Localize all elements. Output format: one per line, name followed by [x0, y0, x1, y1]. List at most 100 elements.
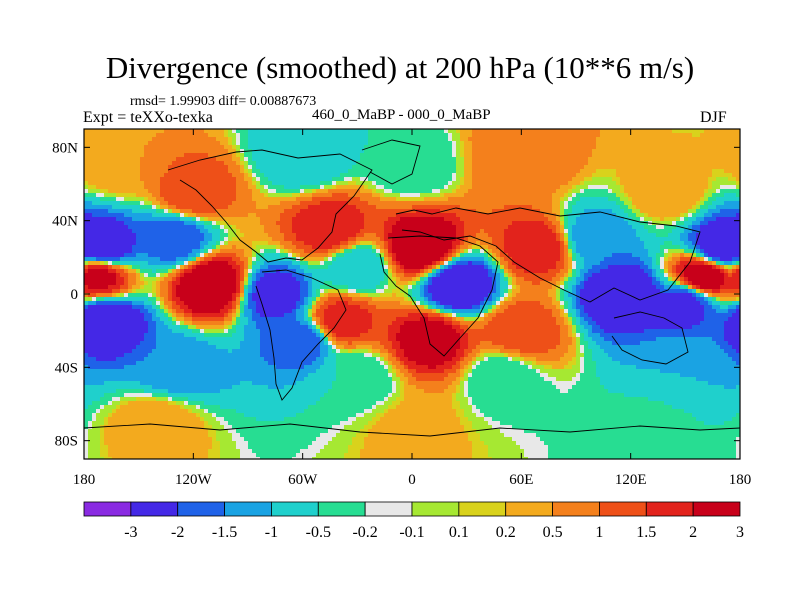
field-cell — [260, 173, 265, 178]
field-cell — [484, 201, 489, 206]
field-cell — [640, 185, 645, 190]
field-cell — [512, 157, 517, 162]
field-cell — [584, 173, 589, 178]
field-cell — [652, 217, 657, 222]
field-cell — [304, 201, 309, 206]
field-cell — [188, 149, 193, 154]
field-cell — [420, 141, 425, 146]
field-cell — [252, 149, 257, 154]
field-cell — [448, 245, 453, 250]
field-cell — [140, 137, 145, 142]
field-cell — [240, 197, 245, 202]
field-cell — [140, 133, 145, 138]
field-cell — [500, 177, 505, 182]
field-cell — [576, 233, 581, 238]
field-cell — [156, 137, 161, 142]
field-cell — [92, 173, 97, 178]
field-cell — [536, 177, 541, 182]
field-cell — [376, 193, 381, 198]
field-cell — [188, 201, 193, 206]
field-cell — [132, 229, 137, 234]
field-cell — [448, 161, 453, 166]
field-cell — [148, 141, 153, 146]
field-cell — [152, 193, 157, 198]
field-cell — [616, 221, 621, 226]
field-cell — [124, 189, 129, 194]
field-cell — [144, 181, 149, 186]
field-cell — [96, 153, 101, 158]
field-cell — [644, 189, 649, 194]
field-cell — [88, 229, 93, 234]
field-cell — [216, 245, 221, 250]
field-cell — [592, 245, 597, 250]
field-cell — [252, 141, 257, 146]
field-cell — [368, 141, 373, 146]
field-cell — [272, 185, 277, 190]
field-cell — [228, 181, 233, 186]
field-cell — [452, 241, 457, 246]
field-cell — [684, 157, 689, 162]
field-cell — [204, 137, 209, 142]
field-cell — [228, 241, 233, 246]
field-cell — [244, 225, 249, 230]
field-cell — [508, 213, 513, 218]
field-cell — [88, 221, 93, 226]
field-cell — [516, 157, 521, 162]
field-cell — [628, 181, 633, 186]
field-cell — [380, 161, 385, 166]
field-cell — [456, 169, 461, 174]
field-cell — [468, 237, 473, 242]
field-cell — [408, 221, 413, 226]
field-cell — [628, 193, 633, 198]
field-cell — [112, 249, 117, 254]
field-cell — [712, 177, 717, 182]
field-cell — [496, 173, 501, 178]
field-cell — [732, 225, 737, 230]
field-cell — [200, 173, 205, 178]
field-cell — [248, 189, 253, 194]
field-cell — [684, 153, 689, 158]
field-cell — [84, 221, 89, 226]
field-cell — [536, 233, 541, 238]
field-cell — [280, 233, 285, 238]
field-cell — [292, 193, 297, 198]
field-cell — [308, 189, 313, 194]
field-cell — [316, 201, 321, 206]
field-cell — [120, 205, 125, 210]
field-cell — [596, 193, 601, 198]
field-cell — [648, 189, 653, 194]
field-cell — [640, 141, 645, 146]
field-cell — [456, 145, 461, 150]
field-cell — [704, 137, 709, 142]
field-cell — [484, 185, 489, 190]
field-cell — [660, 153, 665, 158]
field-cell — [356, 213, 361, 218]
field-cell — [212, 145, 217, 150]
field-cell — [656, 145, 661, 150]
field-cell — [156, 129, 161, 134]
field-cell — [376, 137, 381, 142]
field-cell — [176, 129, 181, 134]
field-cell — [472, 157, 477, 162]
field-cell — [220, 249, 225, 254]
field-cell — [644, 205, 649, 210]
field-cell — [452, 141, 457, 146]
field-cell — [156, 229, 161, 234]
field-cell — [648, 217, 653, 222]
field-cell — [404, 129, 409, 134]
field-cell — [444, 189, 449, 194]
field-cell — [672, 241, 677, 246]
field-cell — [724, 237, 729, 242]
field-cell — [608, 241, 613, 246]
field-cell — [132, 237, 137, 242]
field-cell — [400, 213, 405, 218]
field-cell — [560, 133, 565, 138]
field-cell — [708, 205, 713, 210]
field-cell — [640, 157, 645, 162]
field-cell — [580, 233, 585, 238]
field-cell — [200, 141, 205, 146]
field-cell — [532, 229, 537, 234]
field-cell — [360, 209, 365, 214]
field-cell — [256, 153, 261, 158]
field-cell — [588, 185, 593, 190]
